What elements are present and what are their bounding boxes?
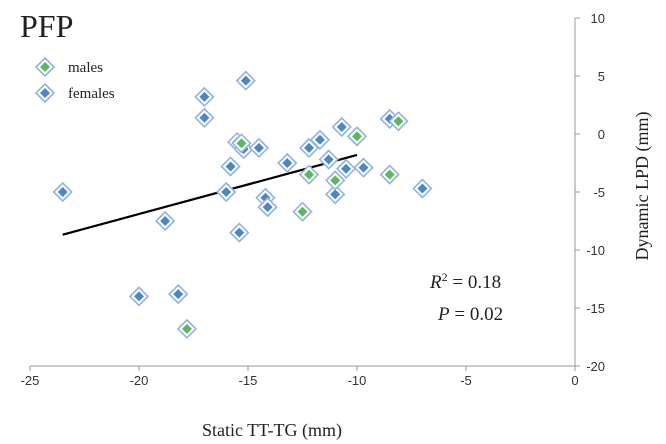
- r2-annotation: R2 = 0.18: [429, 270, 501, 293]
- y-axis: 10 5 0 -5 -10 -15 -20: [574, 11, 605, 374]
- data-point-females: [248, 137, 270, 159]
- chart-title: PFP: [20, 8, 73, 44]
- x-tick-label: -25: [21, 373, 40, 388]
- legend-item-females: females: [34, 82, 115, 104]
- y-tick-label: -15: [586, 301, 605, 316]
- data-point-females: [155, 210, 176, 232]
- data-point-females: [309, 129, 331, 150]
- trendline-layer: [62, 153, 358, 236]
- data-point-females: [52, 181, 73, 203]
- data-point-females: [168, 283, 189, 305]
- legend-label-females: females: [68, 86, 115, 102]
- y-tick-label: 5: [598, 69, 605, 84]
- data-point-females: [325, 184, 346, 205]
- x-axis: -25 -20 -15 -10 -5 0: [21, 365, 579, 388]
- x-tick-label: -10: [348, 373, 367, 388]
- data-point-males: [388, 111, 409, 132]
- y-tick-label: 10: [591, 11, 605, 26]
- y-tick-label: 0: [598, 127, 605, 142]
- data-point-males: [379, 164, 400, 185]
- data-point-females: [318, 149, 339, 170]
- data-point-females: [412, 178, 433, 199]
- x-tick-label: -20: [130, 373, 149, 388]
- x-tick-label: -5: [460, 373, 472, 388]
- data-point-males: [325, 170, 346, 191]
- points-layer: [52, 70, 433, 340]
- x-axis-label: Static TT-TG (mm): [202, 420, 342, 441]
- data-point-females: [235, 70, 256, 91]
- p-value: = 0.02: [450, 304, 503, 325]
- legend-item-males: males: [34, 56, 103, 78]
- data-point-females: [194, 107, 215, 128]
- legend: males females: [34, 56, 115, 104]
- data-point-males: [292, 201, 313, 222]
- data-point-females: [194, 86, 215, 108]
- data-point-females: [257, 196, 278, 218]
- data-point-males: [298, 164, 320, 185]
- data-point-females: [353, 157, 374, 178]
- y-tick-label: -20: [586, 359, 605, 374]
- legend-marker-females: [34, 82, 56, 104]
- p-annotation: P = 0.02: [437, 304, 503, 325]
- y-tick-label: -10: [586, 243, 605, 258]
- r2-symbol: R: [429, 272, 442, 293]
- data-point-females: [128, 286, 150, 307]
- data-point-females: [331, 116, 352, 138]
- data-point-females: [229, 222, 250, 243]
- legend-label-males: males: [68, 60, 103, 76]
- legend-marker-males: [34, 56, 56, 78]
- data-point-males: [231, 133, 252, 154]
- data-point-females: [335, 158, 357, 179]
- y-tick-label: -5: [593, 185, 605, 200]
- x-tick-label: 0: [571, 373, 578, 388]
- y-axis-label: Dynamic LPD (mm): [632, 112, 653, 261]
- data-point-males: [176, 318, 198, 340]
- r2-value: = 0.18: [448, 272, 501, 293]
- data-point-females: [220, 156, 241, 177]
- trendline: [62, 153, 358, 236]
- data-point-males: [346, 126, 368, 147]
- p-symbol: P: [437, 304, 450, 325]
- data-point-females: [277, 152, 298, 174]
- x-tick-label: -15: [239, 373, 258, 388]
- r2-superscript: 2: [442, 270, 448, 284]
- data-point-females: [216, 181, 237, 203]
